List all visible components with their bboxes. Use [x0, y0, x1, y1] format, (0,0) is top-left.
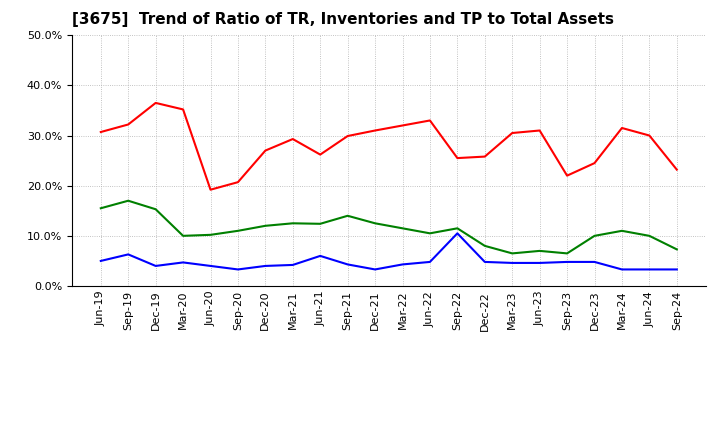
Inventories: [672, 267, 681, 272]
Trade Receivables: [672, 167, 681, 172]
Trade Payables: [426, 231, 434, 236]
Trade Receivables: [289, 136, 297, 142]
Trade Payables: [590, 233, 599, 238]
Inventories: [179, 260, 187, 265]
Inventories: [316, 253, 325, 259]
Inventories: [563, 259, 572, 264]
Trade Payables: [508, 251, 516, 256]
Inventories: [508, 260, 516, 266]
Trade Receivables: [536, 128, 544, 133]
Trade Payables: [151, 207, 160, 212]
Trade Receivables: [563, 173, 572, 178]
Trade Receivables: [426, 118, 434, 123]
Trade Payables: [233, 228, 242, 234]
Trade Receivables: [261, 148, 270, 153]
Inventories: [453, 231, 462, 236]
Inventories: [289, 262, 297, 268]
Inventories: [206, 263, 215, 268]
Inventories: [96, 258, 105, 264]
Trade Payables: [371, 221, 379, 226]
Inventories: [124, 252, 132, 257]
Trade Payables: [206, 232, 215, 238]
Trade Receivables: [645, 133, 654, 138]
Inventories: [261, 263, 270, 268]
Inventories: [398, 262, 407, 267]
Inventories: [618, 267, 626, 272]
Inventories: [536, 260, 544, 266]
Line: Trade Receivables: Trade Receivables: [101, 103, 677, 190]
Line: Inventories: Inventories: [101, 233, 677, 269]
Trade Receivables: [371, 128, 379, 133]
Trade Payables: [124, 198, 132, 203]
Trade Receivables: [179, 107, 187, 112]
Trade Receivables: [316, 152, 325, 157]
Trade Payables: [96, 205, 105, 211]
Trade Receivables: [590, 161, 599, 166]
Trade Receivables: [96, 129, 105, 135]
Trade Receivables: [508, 130, 516, 136]
Inventories: [233, 267, 242, 272]
Trade Payables: [289, 221, 297, 226]
Inventories: [645, 267, 654, 272]
Trade Payables: [536, 248, 544, 253]
Trade Receivables: [398, 123, 407, 128]
Inventories: [426, 259, 434, 264]
Trade Receivables: [343, 133, 352, 139]
Trade Receivables: [453, 155, 462, 161]
Trade Payables: [343, 213, 352, 218]
Trade Payables: [563, 251, 572, 256]
Line: Trade Payables: Trade Payables: [101, 201, 677, 253]
Inventories: [151, 263, 160, 268]
Trade Payables: [179, 233, 187, 238]
Inventories: [590, 259, 599, 264]
Text: [3675]  Trend of Ratio of TR, Inventories and TP to Total Assets: [3675] Trend of Ratio of TR, Inventories…: [72, 12, 614, 27]
Trade Payables: [618, 228, 626, 234]
Trade Receivables: [206, 187, 215, 192]
Inventories: [371, 267, 379, 272]
Trade Payables: [453, 226, 462, 231]
Trade Receivables: [480, 154, 489, 159]
Trade Payables: [480, 243, 489, 249]
Trade Receivables: [151, 100, 160, 106]
Inventories: [343, 262, 352, 267]
Inventories: [480, 259, 489, 264]
Trade Payables: [261, 223, 270, 228]
Trade Payables: [398, 226, 407, 231]
Trade Receivables: [124, 122, 132, 127]
Trade Receivables: [618, 125, 626, 131]
Trade Receivables: [233, 180, 242, 185]
Trade Payables: [645, 233, 654, 238]
Trade Payables: [316, 221, 325, 227]
Trade Payables: [672, 247, 681, 252]
